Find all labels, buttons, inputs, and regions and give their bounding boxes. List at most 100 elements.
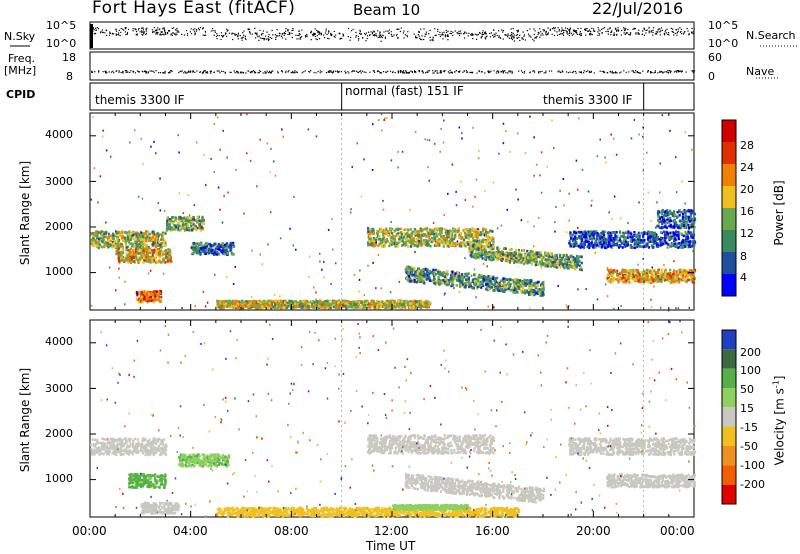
nsky-point [597,27,599,29]
nsky-point [277,35,279,37]
power-echo-cell [121,258,124,262]
power-echo-cell [157,240,161,243]
nsky-point [479,31,481,34]
power-echo-cell [473,281,476,284]
power-echo-cell [457,236,460,239]
nsky-point [585,29,587,32]
nsky-point [458,34,461,37]
nsky-point [561,33,563,35]
nsky-point [641,33,643,35]
nsky-point [584,28,586,30]
nsky-point [674,32,676,35]
power-echo-cell [522,285,525,288]
power-echo-cell [152,300,156,304]
nsky-point [213,34,215,36]
power-echo-cell [303,304,307,307]
nsky-point [651,30,653,32]
freq-point [680,71,683,73]
nsky-point [632,28,634,30]
freq-point [579,71,582,73]
nsky-point [494,36,496,38]
nsky-point [312,33,314,36]
nsky-point [176,27,178,30]
power-echo-cell [231,304,234,307]
power-echo-cell [176,226,179,230]
nsky-point [505,34,507,36]
power-echo-cell [145,230,148,233]
power-echo-cell [202,219,206,222]
power-echo-cell [433,237,436,240]
power-echo-cell [479,233,482,237]
power-echo-cell [139,252,142,255]
power-echo-cell [411,306,414,309]
power-echo-cell [177,221,180,225]
freq-point [580,72,583,74]
power-echo-cell [411,271,414,274]
power-echo-cell [418,277,421,280]
nsky-point [543,30,545,32]
freq-point [394,72,396,74]
power-echo-cell [439,240,442,243]
freq-point [670,70,672,72]
power-echo-cell [99,243,102,247]
power-echo-cell [485,276,488,279]
freq-point [410,70,412,72]
power-echo-cell [405,243,408,247]
power-echo-cell [420,241,423,245]
power-echo-cell [481,281,484,284]
nsky-point [342,33,344,35]
nsky-point [591,27,593,29]
nsky-point [170,34,172,36]
power-echo-cell [158,234,161,237]
nsky-point [592,30,595,32]
nsky-point [138,27,140,30]
power-echo-cell [488,277,491,281]
power-echo-cell [292,300,296,304]
power-echo-cell [572,255,575,259]
power-echo-cell [148,260,151,264]
power-echo-cell [460,237,463,241]
nsky-point [285,30,287,32]
nsky-point [93,33,95,35]
nsky-point [216,34,219,37]
freq-point [384,71,387,73]
power-echo-cell [192,215,195,219]
power-echo-cell [217,303,221,307]
nsky-point [545,34,547,36]
power-echo-cell [466,241,469,244]
power-echo-cell [485,287,488,291]
power-echo-cell [499,279,502,283]
nsky-point [578,33,580,36]
freq-point [428,70,431,72]
freq-point [523,72,525,74]
power-echo-cell [375,236,378,240]
nsky-point [688,34,690,36]
power-echo-cell [227,243,230,247]
power-echo-cell [166,216,169,219]
power-echo-cell [146,300,149,304]
nsky-point [666,28,668,30]
freq-point [399,70,401,73]
freq-point [258,72,260,74]
nsky-point [403,30,405,32]
power-echo-cell [400,303,404,306]
freq-point [122,71,124,73]
power-echo-cell [471,280,474,283]
power-echo-cell [517,287,520,290]
power-echo-cell [166,219,169,223]
nsky-point [617,30,620,32]
nsky-point [494,34,496,36]
freq-point [583,70,585,72]
nsky-point [359,32,361,35]
power-echo-cell [253,299,257,303]
nsky-point [575,32,578,34]
power-echo-cell [307,306,310,310]
power-echo-cell [156,252,159,255]
power-echo-cell [407,266,410,269]
power-echo-cell [394,234,397,238]
power-echo-cell [116,231,119,235]
power-echo-cell [368,302,371,306]
freq-point [436,70,438,72]
nsky-point [176,29,178,31]
power-echo-cell [389,230,392,233]
